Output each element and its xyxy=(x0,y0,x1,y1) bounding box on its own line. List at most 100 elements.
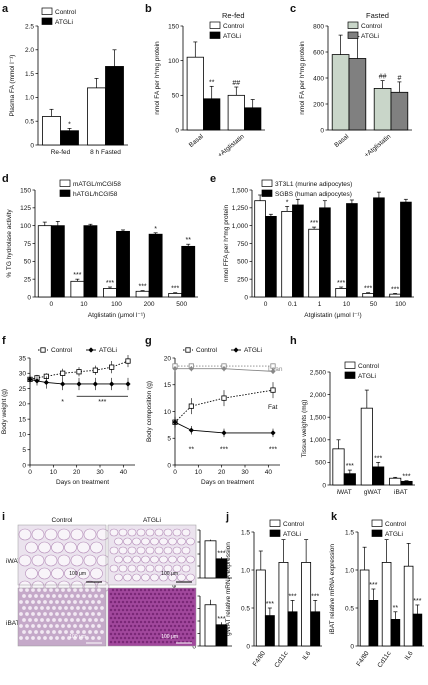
bar xyxy=(103,288,117,298)
tissue-dot xyxy=(40,606,44,610)
data-point xyxy=(76,369,82,375)
bar xyxy=(372,466,385,486)
tissue-dot xyxy=(137,592,141,596)
tissue-dot xyxy=(141,592,145,596)
significance-mark: ** xyxy=(185,237,191,244)
tissue-dot xyxy=(28,618,32,622)
tissue-dot xyxy=(94,594,98,598)
legend-swatch xyxy=(41,7,53,15)
legend-swatch xyxy=(261,179,273,187)
adipocyte-cell xyxy=(31,528,45,541)
tissue-dot xyxy=(117,616,121,620)
y-tick-label: 0 xyxy=(246,643,250,650)
adipocyte-cell xyxy=(25,541,38,554)
bar xyxy=(42,116,61,146)
x-tick-label: 10 xyxy=(80,301,88,308)
tissue-dot xyxy=(157,600,161,604)
tissue-dot xyxy=(37,612,41,616)
adipocyte-cell xyxy=(70,554,84,567)
bar xyxy=(412,613,423,647)
bar xyxy=(400,480,413,486)
legend-label: ATGLi xyxy=(283,531,301,538)
bar xyxy=(381,562,392,647)
tissue-dot xyxy=(119,628,123,632)
tissue-dot xyxy=(25,636,29,640)
y-tick-label: 75 xyxy=(24,241,32,248)
tissue-dot xyxy=(117,624,121,628)
adipocyte-cell xyxy=(159,555,168,564)
tissue-dot xyxy=(177,632,181,636)
tissue-dot xyxy=(123,588,127,592)
tissue-dot xyxy=(139,604,143,608)
adipocyte-cell xyxy=(132,537,141,546)
tissue-dot xyxy=(19,588,23,592)
tissue-dot xyxy=(109,640,113,644)
tissue-dot xyxy=(91,612,95,616)
tissue-dot xyxy=(165,632,169,636)
x-tick-label: 10 xyxy=(343,301,351,308)
y-tick-label: 0 xyxy=(322,482,326,489)
tissue-dot xyxy=(94,630,98,634)
tissue-dot xyxy=(31,600,35,604)
adipocyte-cell xyxy=(177,555,186,564)
tissue-dot xyxy=(157,608,161,612)
tissue-dot xyxy=(109,616,113,620)
data-point xyxy=(188,427,194,433)
tissue-dot xyxy=(191,596,195,600)
y-tick-label: 600 xyxy=(313,49,324,56)
y-tick-label: 25 xyxy=(19,386,27,393)
bar xyxy=(116,230,130,298)
data-point xyxy=(185,347,191,353)
tissue-dot xyxy=(119,612,123,616)
tissue-dot xyxy=(25,600,29,604)
data-point xyxy=(270,387,276,393)
tissue-dot xyxy=(115,588,119,592)
legend-swatch xyxy=(59,189,71,197)
tissue-dot xyxy=(67,636,71,640)
tissue-dot xyxy=(113,632,117,636)
y-tick-label: 750 xyxy=(237,241,248,248)
bar xyxy=(360,407,373,486)
significance-mark: *** xyxy=(402,474,410,481)
tissue-dot xyxy=(179,604,183,608)
tissue-dot xyxy=(173,632,177,636)
legend-label: ATGLi xyxy=(99,347,117,354)
y-tick-label: 2.5 xyxy=(25,23,34,30)
adipocyte-cell xyxy=(96,554,110,567)
significance-mark: *** xyxy=(171,286,179,293)
tissue-dot xyxy=(153,592,157,596)
tissue-dot xyxy=(121,632,125,636)
tissue-dot xyxy=(73,612,77,616)
adipocyte-cell xyxy=(44,554,58,567)
legend-label: ATGLi xyxy=(385,531,403,538)
significance-mark: *** xyxy=(374,455,382,462)
y-tick-label: 100 xyxy=(20,223,31,230)
bar xyxy=(50,225,65,298)
tissue-dot xyxy=(151,636,155,640)
tissue-dot xyxy=(157,616,161,620)
tissue-dot xyxy=(79,612,83,616)
significance-mark: *** xyxy=(346,463,354,470)
y-axis-label: Body weight (g) xyxy=(1,389,8,434)
tissue-dot xyxy=(141,640,145,644)
tissue-dot xyxy=(135,596,139,600)
bar xyxy=(204,604,217,647)
micro-row-iwat: iWAT xyxy=(6,558,21,565)
tissue-dot xyxy=(88,606,92,610)
tissue-dot xyxy=(125,608,129,612)
tissue-dot xyxy=(19,624,23,628)
y-tick-label: 0.5 xyxy=(241,605,250,612)
tissue-dot xyxy=(119,596,123,600)
legend-swatch xyxy=(347,31,359,39)
tissue-dot xyxy=(135,612,139,616)
tissue-dot xyxy=(125,640,129,644)
tissue-dot xyxy=(88,618,92,622)
tissue-dot xyxy=(155,628,159,632)
tissue-dot xyxy=(28,594,32,598)
significance-mark: # xyxy=(397,75,401,82)
x-tick-label: +Atglistatin xyxy=(363,133,392,159)
tissue-dot xyxy=(171,604,175,608)
data-point xyxy=(221,395,227,401)
tissue-dot xyxy=(97,624,101,628)
tissue-dot xyxy=(109,624,113,628)
